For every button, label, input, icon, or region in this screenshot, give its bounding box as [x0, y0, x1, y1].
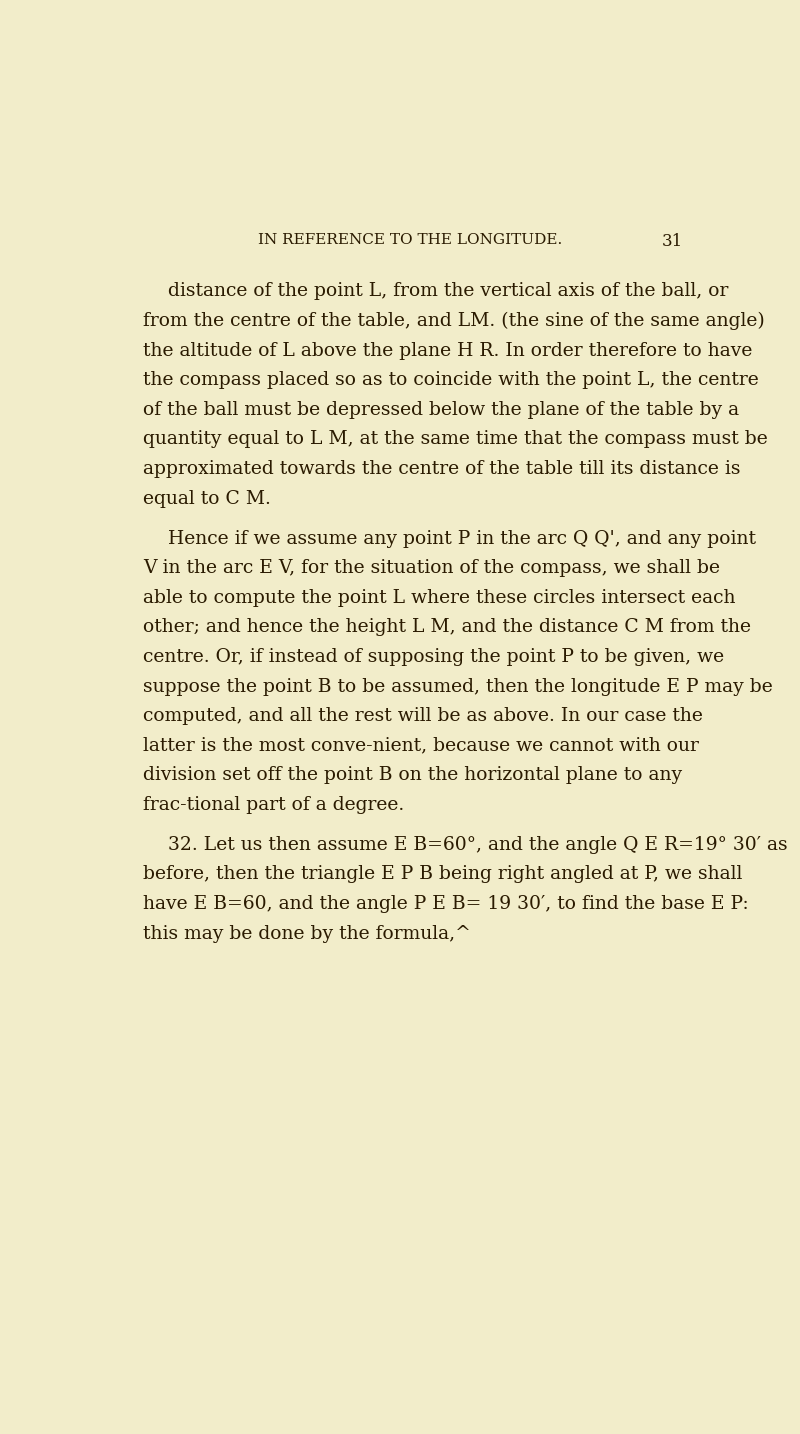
- Text: centre. Or, if instead of supposing the point P to be given, we: centre. Or, if instead of supposing the …: [143, 648, 725, 665]
- Text: the compass placed so as to coincide with the point L, the centre: the compass placed so as to coincide wit…: [143, 371, 759, 389]
- Text: V in the arc E V, for the situation of the compass, we shall be: V in the arc E V, for the situation of t…: [143, 559, 720, 576]
- Text: Hence if we assume any point P in the arc Q Q', and any point: Hence if we assume any point P in the ar…: [168, 529, 756, 548]
- Text: other; and hence the height L M, and the distance C M from the: other; and hence the height L M, and the…: [143, 618, 751, 637]
- Text: 31: 31: [662, 232, 682, 250]
- Text: latter is the most conve-nient, because we cannot with our: latter is the most conve-nient, because …: [143, 737, 699, 754]
- Text: 32. Let us then assume E B=60°, and the angle Q E R=19° 30′ as: 32. Let us then assume E B=60°, and the …: [168, 836, 788, 853]
- Text: able to compute the point L where these circles intersect each: able to compute the point L where these …: [143, 589, 736, 607]
- Text: quantity equal to L M, at the same time that the compass must be: quantity equal to L M, at the same time …: [143, 430, 768, 449]
- Text: suppose the point B to be assumed, then the longitude E P may be: suppose the point B to be assumed, then …: [143, 677, 773, 695]
- Text: equal to C M.: equal to C M.: [143, 489, 271, 508]
- Text: IN REFERENCE TO THE LONGITUDE.: IN REFERENCE TO THE LONGITUDE.: [258, 232, 562, 247]
- Text: distance of the point L, from the vertical axis of the ball, or: distance of the point L, from the vertic…: [168, 282, 729, 301]
- Text: this may be done by the formula,^: this may be done by the formula,^: [143, 925, 471, 942]
- Text: division set off the point B on the horizontal plane to any: division set off the point B on the hori…: [143, 766, 682, 784]
- Text: computed, and all the rest will be as above. In our case the: computed, and all the rest will be as ab…: [143, 707, 703, 726]
- Text: approximated towards the centre of the table till its distance is: approximated towards the centre of the t…: [143, 460, 741, 478]
- Text: before, then the triangle E P B being right angled at P, we shall: before, then the triangle E P B being ri…: [143, 866, 742, 883]
- Text: frac-tional part of a degree.: frac-tional part of a degree.: [143, 796, 405, 815]
- Text: from the centre of the table, and LM. (the sine of the same angle): from the centre of the table, and LM. (t…: [143, 313, 765, 330]
- Text: the altitude of L above the plane H R. In order therefore to have: the altitude of L above the plane H R. I…: [143, 341, 753, 360]
- Text: have E B=60, and the angle P E B= 19 30′, to find the base E P:: have E B=60, and the angle P E B= 19 30′…: [143, 895, 749, 913]
- Text: of the ball must be depressed below the plane of the table by a: of the ball must be depressed below the …: [143, 402, 739, 419]
